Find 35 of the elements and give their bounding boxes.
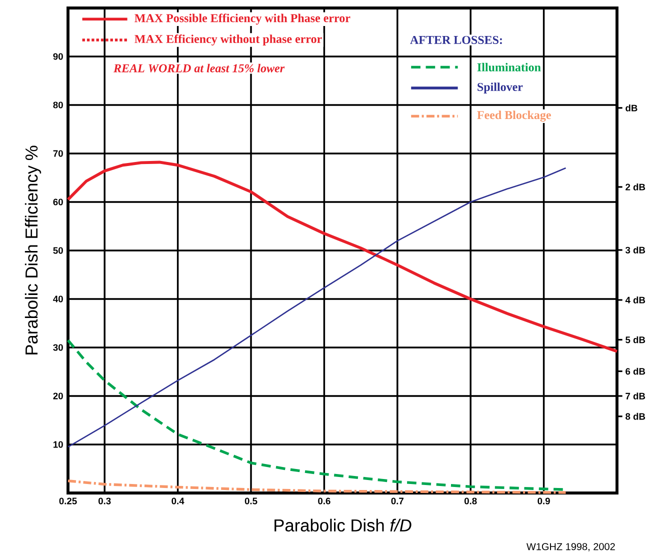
y-tick-label: 70 — [53, 150, 63, 157]
x-tick-label: 0.9 — [538, 498, 550, 504]
legend-label: MAX Possible Efficiency with Phase error — [134, 14, 350, 25]
ref-line-label: 7 dB — [626, 392, 646, 400]
ref-line-label: 3 dB — [625, 246, 646, 254]
legend-label: MAX Efficiency without phase error — [134, 34, 322, 46]
legend-label: Feed Blockage — [477, 110, 551, 122]
x-axis-title: Parabolic Dish f/D — [274, 518, 412, 532]
ref-line-label: 8 dB — [626, 412, 646, 420]
ref-line-label: 6 dB — [626, 368, 646, 375]
x-tick-label: 0.7 — [391, 498, 404, 504]
ref-line-label: 2 dB — [626, 184, 646, 190]
annotation: REAL WORLD at least 15% lower — [114, 64, 285, 72]
x-tick-label: 0.5 — [244, 498, 258, 504]
y-tick-label: 60 — [53, 198, 63, 206]
y-tick-label: 40 — [53, 296, 63, 302]
y-axis-title: Parabolic Dish Efficiency % — [24, 146, 42, 354]
legend-label: Illumination — [477, 62, 541, 72]
x-tick-label: 0.3 — [98, 498, 111, 504]
y-tick-label: 20 — [53, 392, 63, 400]
legend-title: AFTER LOSSES: — [410, 36, 502, 44]
y-tick-label: 80 — [53, 102, 63, 108]
ref-line-label: dB — [626, 104, 638, 112]
x-tick-label: 0.8 — [464, 498, 477, 504]
y-tick-label: 30 — [53, 344, 63, 351]
y-tick-label: 10 — [54, 441, 63, 448]
x-tick-label: 0.6 — [318, 498, 330, 504]
text: W1GHZ 1998, 2002 — [526, 543, 615, 552]
x-tick-label: 0.25 — [59, 498, 77, 504]
x-tick-label: 0.4 — [172, 498, 184, 504]
y-tick-label: 90 — [53, 53, 63, 60]
ref-line-label: 4 dB — [625, 296, 646, 304]
ref-line-label: 5 dB — [626, 336, 646, 344]
legend-label: Spillover — [478, 82, 523, 94]
y-tick-label: 50 — [53, 247, 63, 254]
